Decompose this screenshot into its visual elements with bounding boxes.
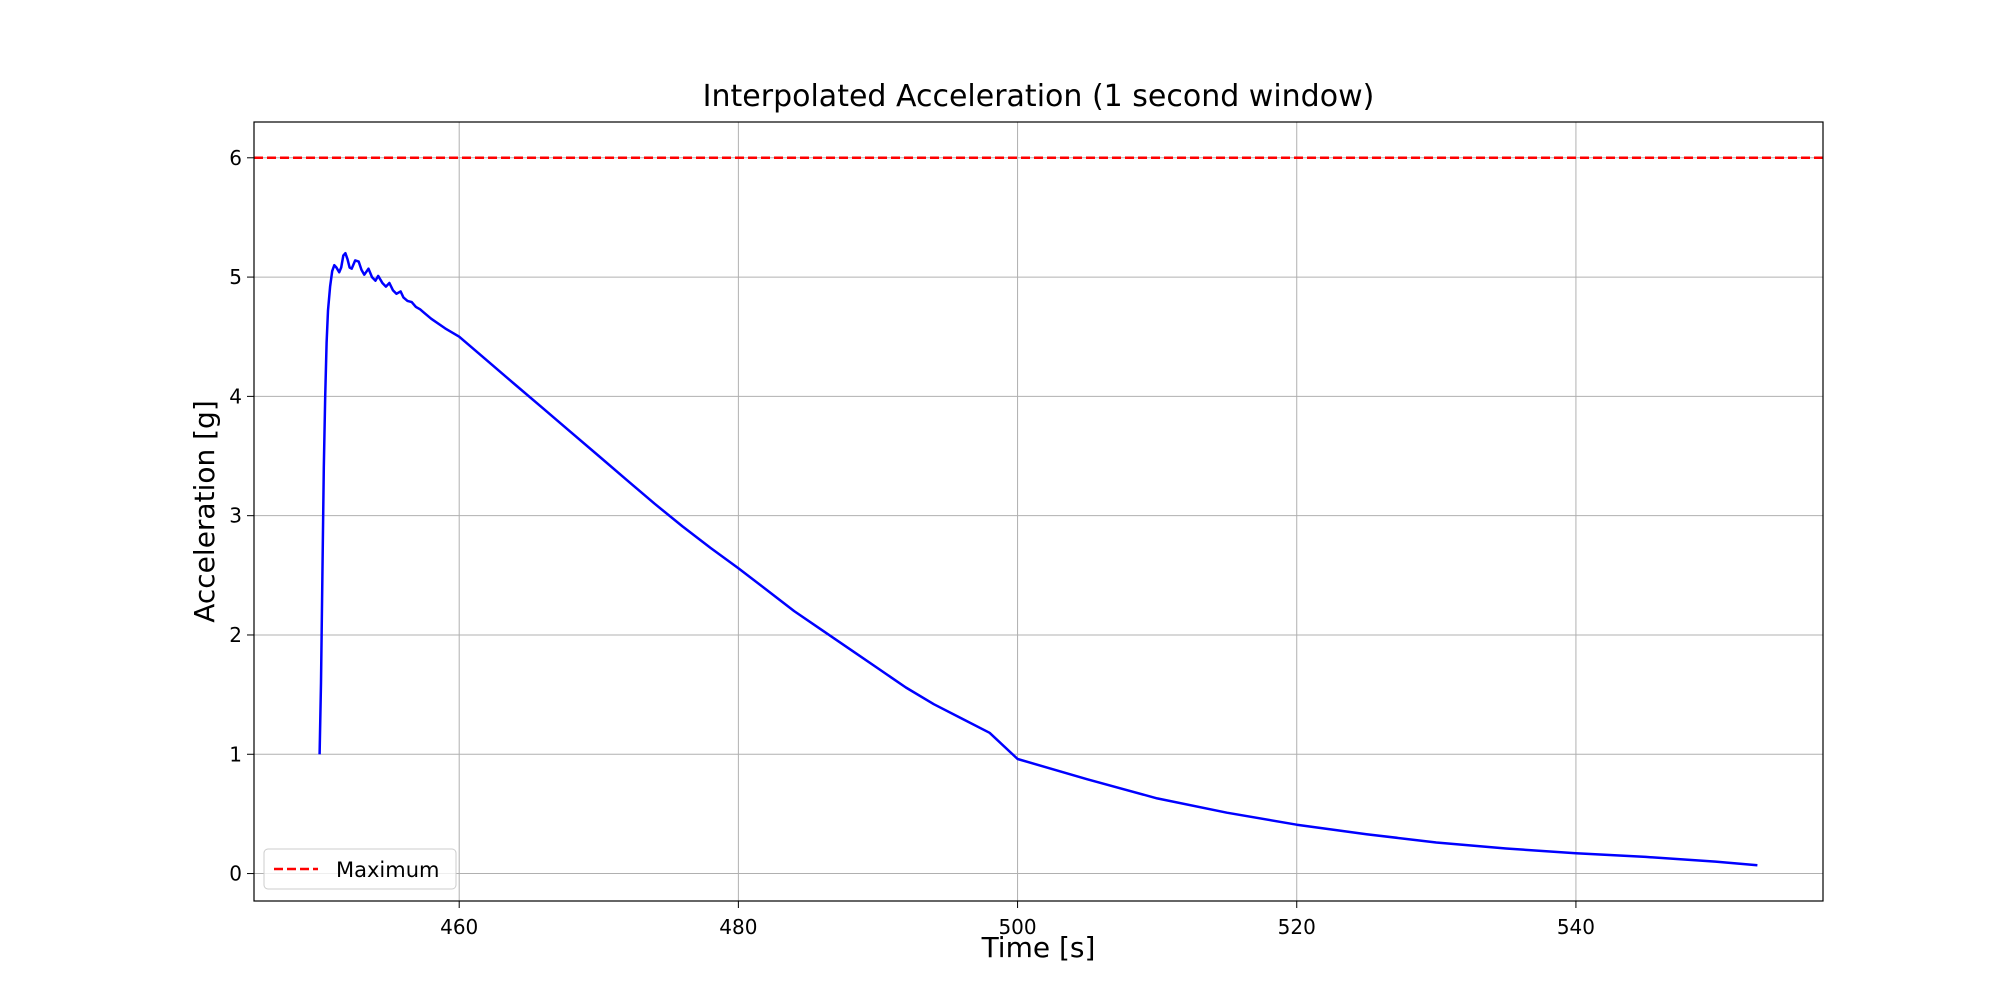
y-tick-label: 4 <box>229 384 242 408</box>
plot-frame <box>253 121 1824 902</box>
y-tick-label: 6 <box>229 146 242 170</box>
legend-box <box>263 848 457 890</box>
x-tick-label: 500 <box>998 915 1036 939</box>
x-axis-label: Time [s] <box>981 931 1096 964</box>
x-tick-label: 520 <box>1278 915 1316 939</box>
x-tick-label: 480 <box>719 915 757 939</box>
legend: Maximum <box>263 848 457 890</box>
y-axis-label: Acceleration [g] <box>188 400 221 623</box>
y-tick-label: 3 <box>229 504 242 528</box>
ticks: 460 480 500 520 540 0 1 2 3 4 5 6 <box>229 146 1595 939</box>
x-tick-label: 540 <box>1557 915 1595 939</box>
series-layer <box>254 156 1823 867</box>
y-tick-label: 5 <box>229 265 242 289</box>
y-tick-label: 2 <box>229 623 242 647</box>
y-tick-label: 0 <box>229 862 242 886</box>
grid <box>254 122 1823 901</box>
acceleration-series-line <box>318 251 1758 867</box>
x-tick-label: 460 <box>440 915 478 939</box>
axes-frame <box>253 121 1824 902</box>
legend-entry-maximum: Maximum <box>336 858 439 882</box>
y-tick-label: 1 <box>229 742 242 766</box>
chart-title: Interpolated Acceleration (1 second wind… <box>703 79 1375 114</box>
